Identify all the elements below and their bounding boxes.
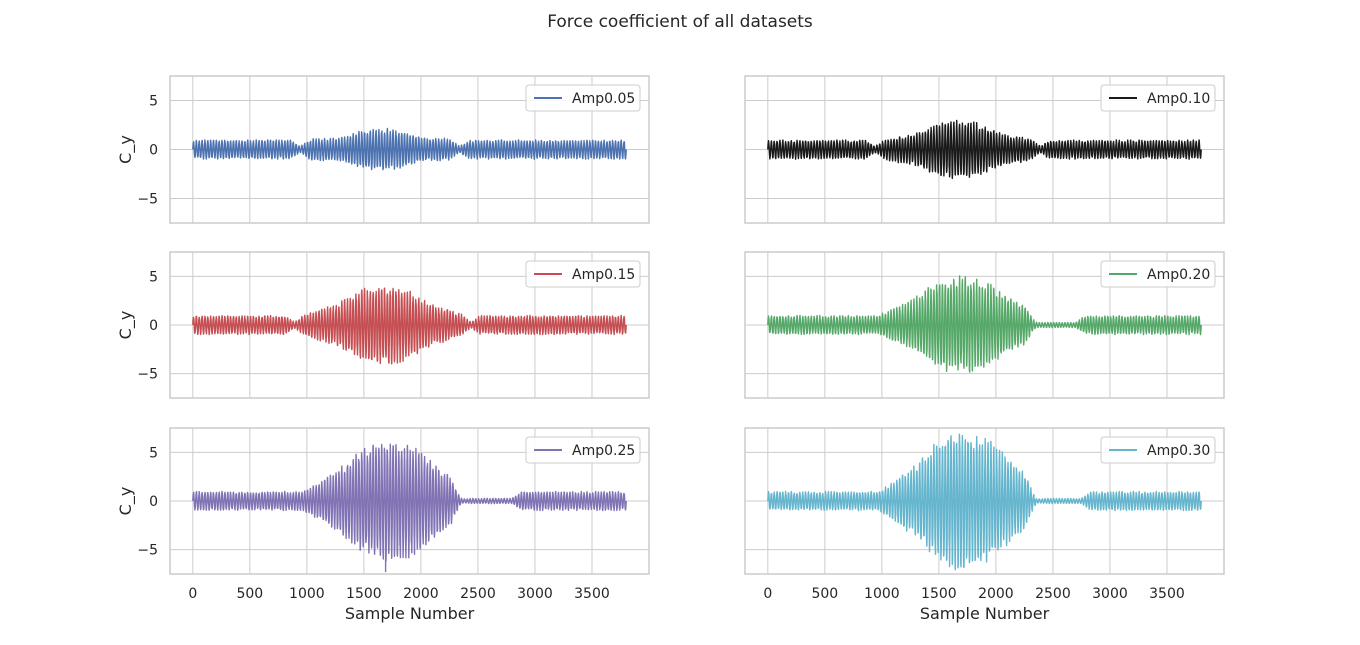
y-tick-label: 5 [149,269,158,285]
series-line-amp0-25 [192,443,627,573]
x-axis-label-left: Sample Number [345,604,475,623]
legend: Amp0.10 [1100,84,1216,112]
y-axis-label: C_y [116,135,136,164]
x-tick-label: 3000 [517,586,553,602]
x-tick-label: 2500 [460,586,496,602]
legend-label: Amp0.25 [572,443,635,459]
y-tick-label: −5 [137,192,158,208]
legend-label: Amp0.30 [1147,443,1210,459]
x-tick-label: 500 [236,586,263,602]
x-tick-label: 2000 [403,586,439,602]
legend-box [1100,436,1216,464]
x-tick-label: 3500 [574,586,610,602]
y-axis-label: C_y [116,487,136,516]
y-tick-label: −5 [137,543,158,559]
x-tick-label: 1000 [289,586,325,602]
x-tick-label: 1000 [864,586,900,602]
legend-label: Amp0.15 [572,267,635,283]
x-tick-label: 1500 [921,586,957,602]
legend: Amp0.30 [1100,436,1216,464]
legend: Amp0.05 [525,84,641,112]
axes-frame [169,251,650,399]
legend-box [1100,260,1216,288]
y-tick-label: 5 [149,94,158,110]
x-tick-label: 3500 [1149,586,1185,602]
series-line-amp0-20 [767,275,1202,373]
series-line-amp0-15 [192,287,627,365]
axes-frame [744,75,1225,224]
series-line-amp0-30 [767,433,1202,571]
series-line-amp0-10 [767,119,1202,180]
x-tick-label: 2500 [1035,586,1071,602]
subplot-5: −5 0 5 C_y 0 500 1000 1500 2000 2500 3000 3500 Amp0.… [116,427,650,602]
legend-box [1100,84,1216,112]
x-tick-label: 1500 [346,586,382,602]
legend-label: Amp0.10 [1147,91,1210,107]
legend: Amp0.20 [1100,260,1216,288]
chart-title: Force coefficient of all datasets [547,12,813,32]
y-tick-label: 0 [149,143,158,159]
x-tick-label: 500 [811,586,838,602]
axes-frame [744,251,1225,399]
x-tick-label: 2000 [978,586,1014,602]
y-tick-label: −5 [137,367,158,383]
x-axis-label-right: Sample Number [920,604,1050,623]
axes-frame [169,427,650,575]
y-tick-label: 0 [149,318,158,334]
subplot-1: −5 0 5 C_y Amp0.05 [116,75,650,224]
y-tick-label: 5 [149,445,158,461]
legend-label: Amp0.05 [572,91,635,107]
subplot-4: Amp0.20 [744,251,1225,399]
subplot-3: −5 0 5 C_y Amp0.15 [116,251,650,399]
subplot-2: Amp0.10 [744,75,1225,224]
axes-frame [744,427,1225,575]
subplots-grid: −5 0 5 C_y Amp0.05 Amp0.10 −5 0 5 C_y Amp0.15 Amp0.… [116,75,1225,602]
y-tick-label: 0 [149,494,158,510]
subplot-6: 0 500 1000 1500 2000 2500 3000 3500 Amp0.30 [744,427,1225,602]
x-tick-label: 0 [763,586,772,602]
legend-box [525,260,641,288]
series-line-amp0-05 [192,127,627,171]
x-tick-label: 3000 [1092,586,1128,602]
legend: Amp0.15 [525,260,641,288]
legend-box [525,84,641,112]
axes-frame [169,75,650,224]
legend-label: Amp0.20 [1147,267,1210,283]
x-tick-label: 0 [188,586,197,602]
legend-box [525,436,641,464]
y-axis-label: C_y [116,311,136,340]
legend: Amp0.25 [525,436,641,464]
